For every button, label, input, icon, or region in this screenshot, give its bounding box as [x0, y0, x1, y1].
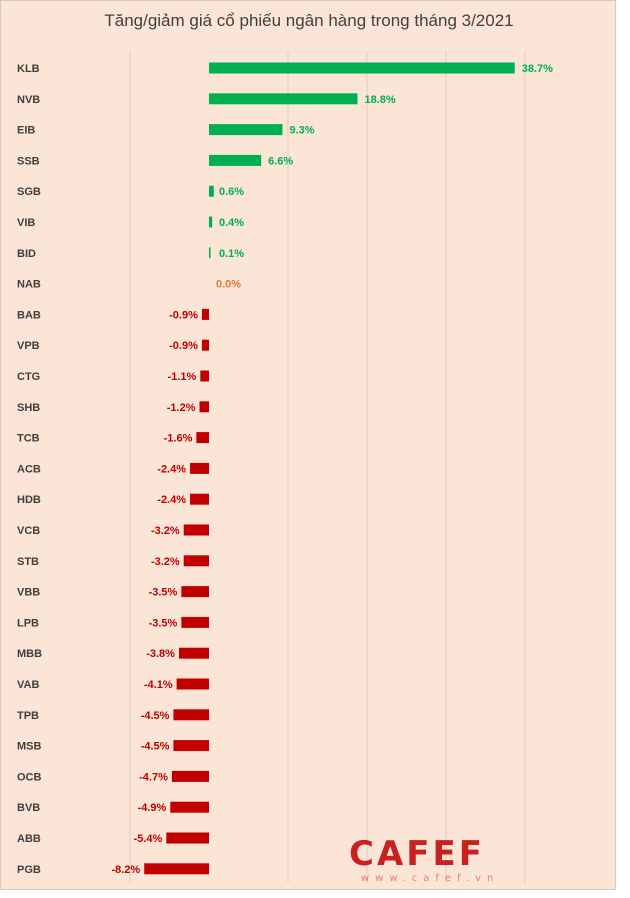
- bar: [209, 154, 262, 166]
- data-label: -3.5%: [149, 587, 178, 599]
- chart-title: Tăng/giảm giá cổ phiếu ngân hàng trong t…: [104, 11, 514, 30]
- data-label: 0.1%: [219, 248, 244, 260]
- watermark-logo: CAFEF: [349, 834, 485, 874]
- bar: [181, 616, 209, 628]
- bar: [209, 62, 515, 74]
- category-label: VAB: [17, 679, 39, 691]
- bar: [171, 770, 209, 782]
- bar: [209, 216, 213, 228]
- category-label: SHB: [17, 402, 40, 414]
- data-label: -3.2%: [151, 556, 180, 568]
- category-label: BAB: [17, 309, 41, 321]
- category-label: MSB: [17, 741, 42, 753]
- category-label: VCB: [17, 525, 40, 537]
- data-label: -2.4%: [157, 463, 186, 475]
- category-label: OCB: [17, 771, 42, 783]
- bar: [173, 740, 209, 752]
- bar: [181, 586, 209, 598]
- category-label: VBB: [17, 587, 40, 599]
- data-label: -0.9%: [169, 309, 198, 321]
- category-label: PGB: [17, 864, 41, 876]
- bar: [190, 462, 209, 474]
- bar: [183, 555, 209, 567]
- bar: [199, 401, 209, 413]
- data-label: 6.6%: [268, 155, 293, 167]
- data-label: 0.6%: [219, 186, 244, 198]
- data-label: 9.3%: [289, 125, 314, 137]
- data-label: -4.7%: [139, 771, 168, 783]
- category-label: TCB: [17, 433, 40, 445]
- data-label: -4.5%: [141, 710, 170, 722]
- data-label: 0.0%: [216, 279, 241, 291]
- cafef-watermark: CAFEF www.cafef.vn: [349, 834, 499, 884]
- data-label: -2.4%: [157, 494, 186, 506]
- category-label: ABB: [17, 833, 41, 845]
- category-label: VPB: [17, 340, 40, 352]
- category-label: NVB: [17, 94, 40, 106]
- category-label: BID: [17, 248, 36, 260]
- category-label: STB: [17, 556, 39, 568]
- watermark-url: www.cafef.vn: [361, 873, 499, 884]
- bar: [176, 678, 209, 690]
- data-label: -1.2%: [167, 402, 196, 414]
- data-label: -4.5%: [141, 741, 170, 753]
- bar: [200, 370, 209, 382]
- category-label: HDB: [17, 494, 41, 506]
- bar: [201, 308, 209, 320]
- data-label: -1.6%: [164, 433, 193, 445]
- bar: [183, 524, 209, 536]
- bar: [209, 93, 358, 105]
- category-label: VIB: [17, 217, 35, 229]
- data-label: -0.9%: [169, 340, 198, 352]
- chart-frame: Tăng/giảm giá cổ phiếu ngân hàng trong t…: [0, 0, 616, 890]
- bar: [144, 863, 209, 875]
- data-label: 38.7%: [522, 63, 553, 75]
- data-label: -4.9%: [138, 802, 167, 814]
- data-label: 0.4%: [219, 217, 244, 229]
- bar: [209, 124, 283, 136]
- category-label: TPB: [17, 710, 39, 722]
- bar: [209, 247, 211, 259]
- data-label: -1.1%: [168, 371, 197, 383]
- category-label: MBB: [17, 648, 42, 660]
- bar-chart: KLB 38.7% NVB 18.8% EIB 9.3% SSB 6.6% SGB 0.6% VIB…: [17, 51, 553, 883]
- category-label: ACB: [17, 463, 41, 475]
- data-label: 18.8%: [365, 94, 396, 106]
- bar: [190, 493, 209, 505]
- bar: [201, 339, 209, 351]
- bar: [196, 432, 209, 444]
- category-label: NAB: [17, 279, 41, 291]
- bar: [170, 801, 209, 813]
- data-label: -5.4%: [134, 833, 163, 845]
- data-label: -3.5%: [149, 617, 178, 629]
- category-label: LPB: [17, 617, 39, 629]
- category-label: EIB: [17, 125, 35, 137]
- data-label: -4.1%: [144, 679, 173, 691]
- data-label: -3.2%: [151, 525, 180, 537]
- data-label: -3.8%: [146, 648, 175, 660]
- bar: [166, 832, 209, 844]
- bar: [173, 709, 209, 721]
- bar: [178, 647, 209, 659]
- category-label: BVB: [17, 802, 40, 814]
- data-label: -8.2%: [111, 864, 140, 876]
- bar: [209, 185, 214, 197]
- category-label: CTG: [17, 371, 40, 383]
- category-label: SSB: [17, 155, 40, 167]
- category-label: KLB: [17, 63, 40, 75]
- category-label: SGB: [17, 186, 41, 198]
